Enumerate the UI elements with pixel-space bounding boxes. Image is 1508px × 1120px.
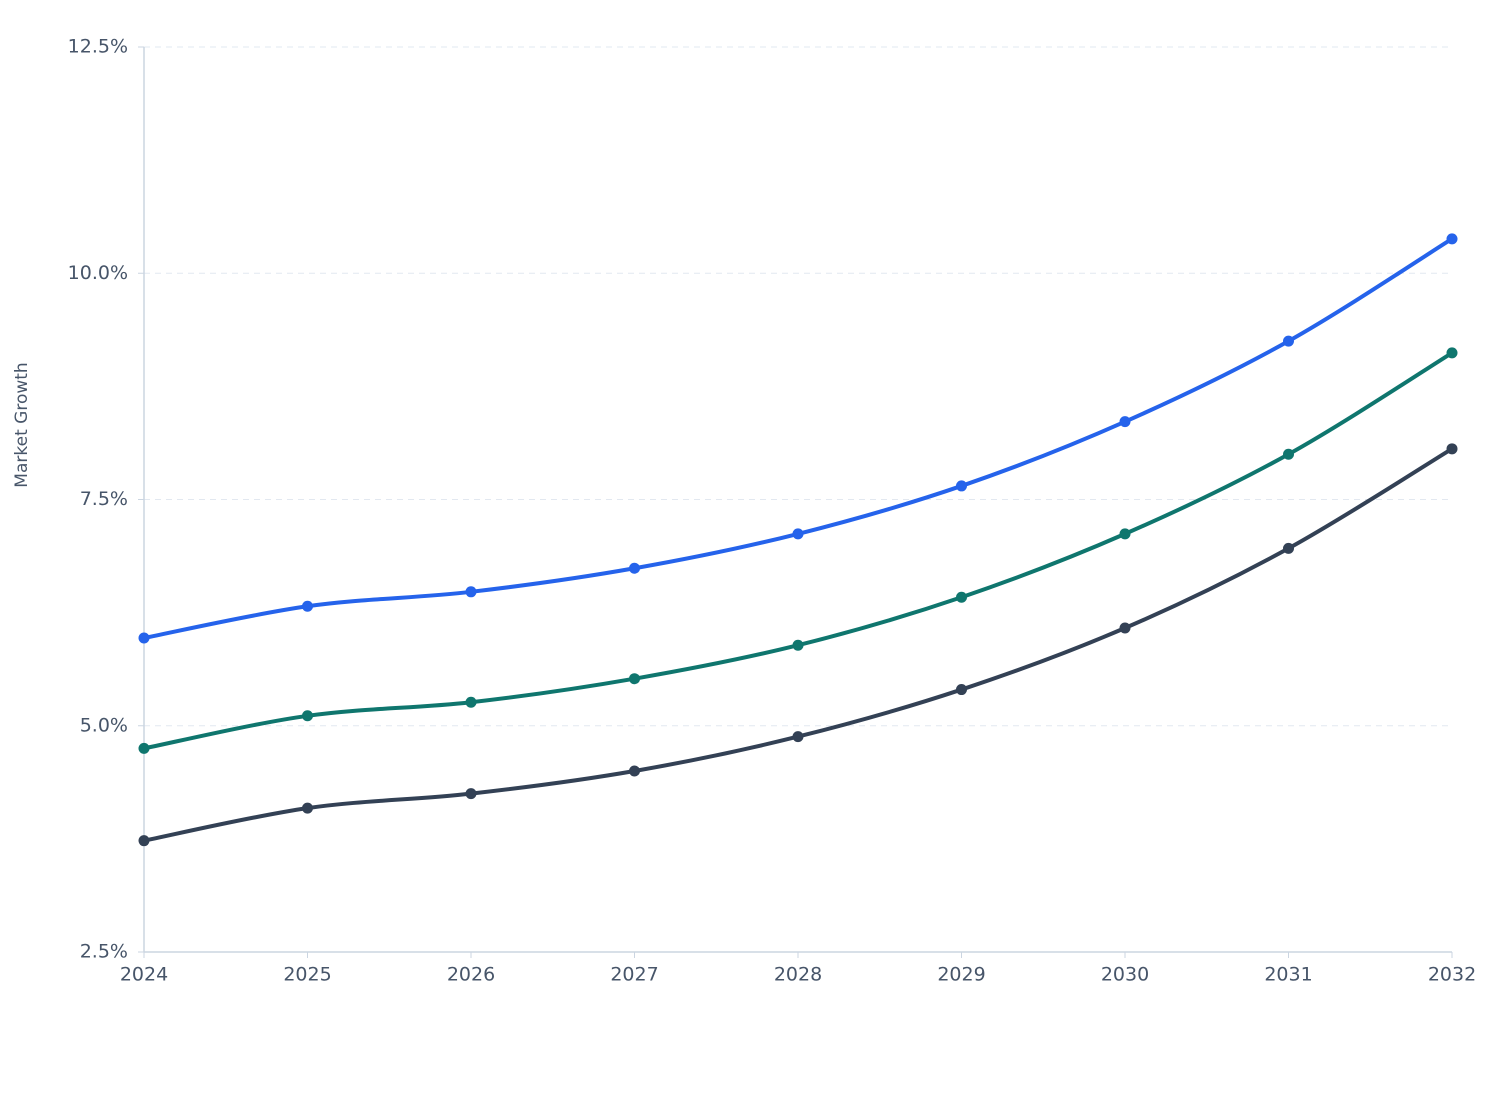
data-point bbox=[302, 710, 313, 722]
y-tick-label: 2.5% bbox=[80, 941, 128, 963]
data-point bbox=[1446, 347, 1458, 359]
data-point bbox=[956, 684, 967, 696]
x-tick-label: 2024 bbox=[120, 964, 168, 986]
data-point bbox=[138, 742, 150, 754]
x-tick-label: 2027 bbox=[610, 964, 658, 986]
y-axis-label: Market Growth bbox=[12, 362, 32, 487]
y-tick-label: 7.5% bbox=[80, 488, 128, 510]
data-point bbox=[1446, 443, 1458, 455]
data-point bbox=[1446, 233, 1458, 245]
data-point bbox=[792, 528, 804, 540]
data-point bbox=[465, 586, 477, 598]
x-tick-label: 2030 bbox=[1101, 964, 1149, 986]
data-point bbox=[302, 802, 313, 814]
data-point bbox=[956, 591, 967, 603]
y-tick-label: 5.0% bbox=[80, 714, 128, 736]
data-point bbox=[1283, 542, 1294, 554]
series-line bbox=[142, 446, 1454, 843]
data-point bbox=[1119, 622, 1131, 634]
series-line bbox=[142, 236, 1454, 640]
x-tick-label: 2026 bbox=[447, 964, 495, 986]
data-point bbox=[956, 480, 967, 492]
data-point bbox=[629, 562, 640, 574]
data-point bbox=[1283, 335, 1294, 347]
x-tick-label: 2031 bbox=[1264, 964, 1312, 986]
data-point bbox=[465, 788, 477, 800]
data-point bbox=[1119, 528, 1131, 540]
y-tick-label: 10.0% bbox=[68, 262, 128, 284]
data-point bbox=[138, 835, 150, 847]
y-tick-label: 12.5% bbox=[68, 36, 128, 58]
data-point bbox=[1119, 416, 1131, 428]
data-point bbox=[629, 673, 640, 685]
x-tick-label: 2028 bbox=[774, 964, 822, 986]
data-point bbox=[138, 632, 150, 644]
x-tick-label: 2025 bbox=[283, 964, 331, 986]
data-point bbox=[629, 765, 640, 777]
x-tick-label: 2032 bbox=[1428, 964, 1476, 986]
data-point bbox=[1283, 448, 1294, 460]
data-point bbox=[465, 696, 477, 708]
data-point bbox=[302, 600, 313, 612]
data-point bbox=[792, 639, 804, 651]
x-tick-label: 2029 bbox=[937, 964, 985, 986]
data-point bbox=[792, 731, 804, 743]
series-line bbox=[142, 350, 1454, 751]
